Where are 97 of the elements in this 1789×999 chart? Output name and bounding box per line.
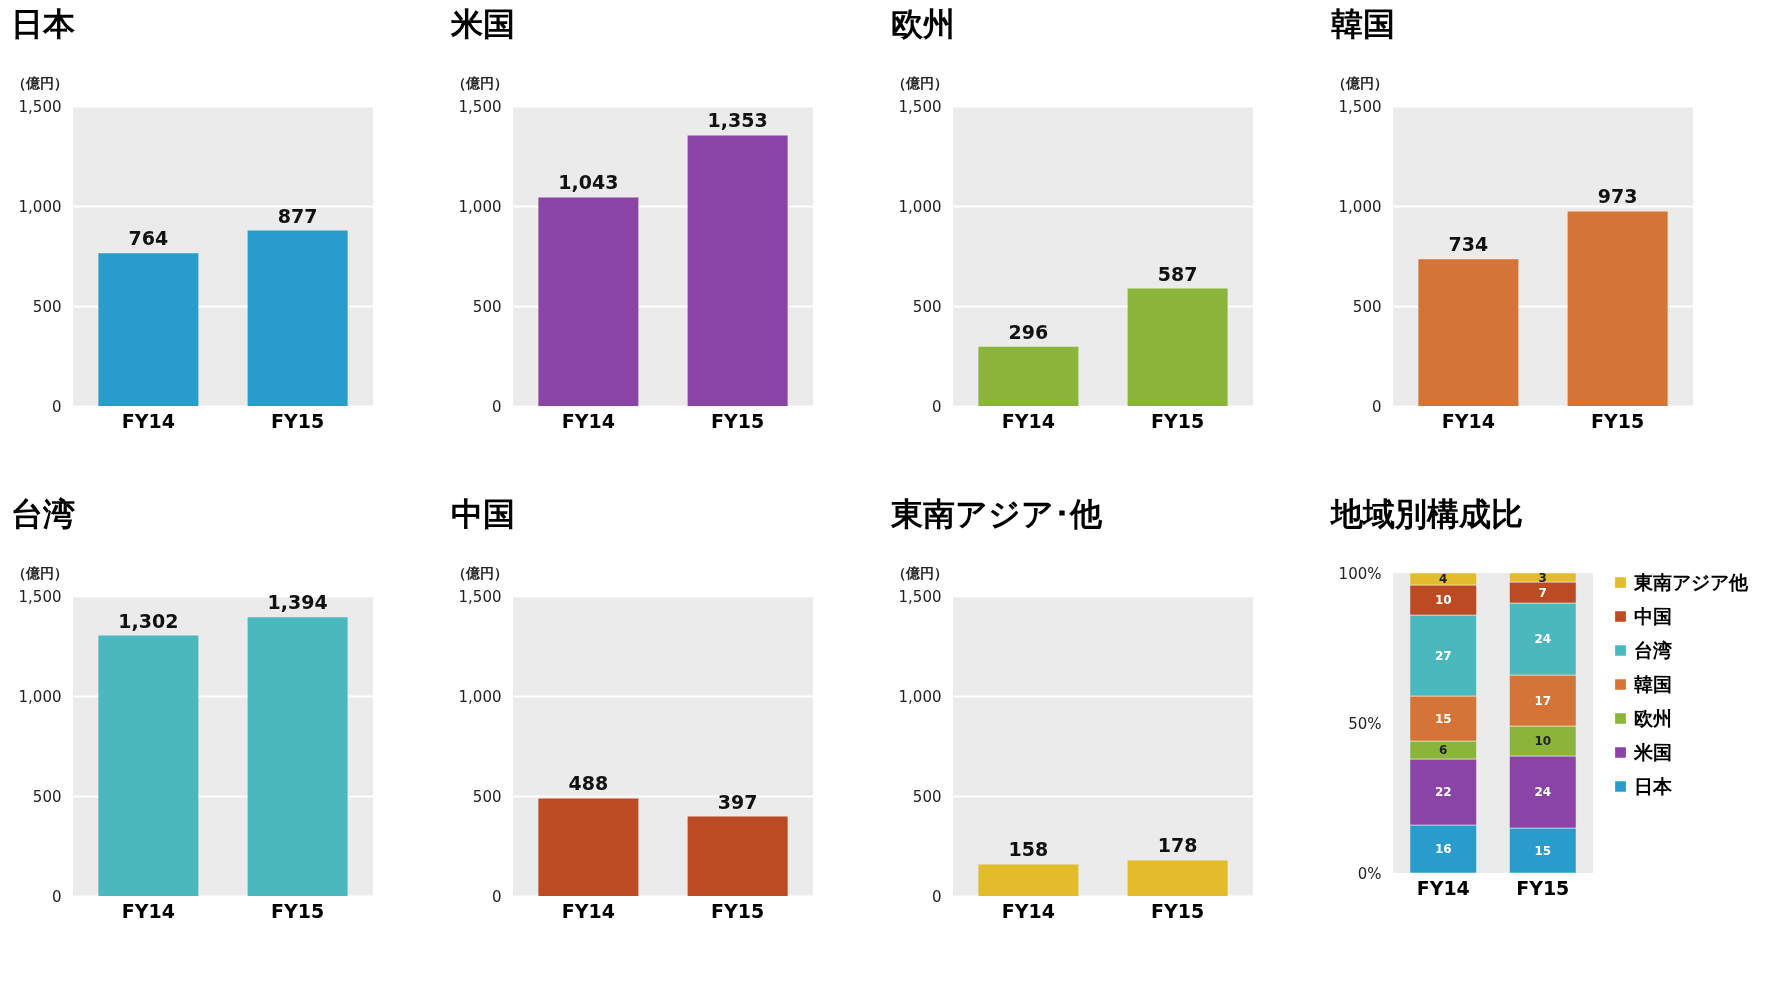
y-tick-label: 1,500 [898, 97, 942, 116]
chart-title: 東南アジア･他 [890, 495, 1103, 533]
data-label: 4 [1439, 572, 1448, 586]
data-label: 1,043 [558, 171, 619, 194]
legend-label: 日本 [1634, 774, 1673, 797]
y-axis-title: （億円） [1331, 74, 1388, 91]
x-tick-label: FY15 [711, 409, 765, 432]
data-label: 397 [717, 790, 758, 813]
y-tick-label: 500 [912, 297, 942, 316]
data-label: 24 [1534, 785, 1552, 799]
y-tick-label: 0 [931, 397, 942, 416]
y-tick-label: 500 [472, 787, 502, 806]
chart-title: 欧州 [891, 5, 955, 43]
y-axis-title: （億円） [11, 564, 68, 581]
legend-label: 東南アジア他 [1633, 570, 1749, 593]
chart-title: 台湾 [11, 495, 75, 533]
y-tick-label: 1,500 [18, 587, 62, 606]
x-tick-label: FY14 [561, 899, 615, 922]
legend-label: 欧州 [1634, 706, 1672, 729]
y-tick-label: 500 [912, 787, 942, 806]
y-tick-label: 1,500 [898, 587, 942, 606]
data-label: 7 [1538, 585, 1547, 600]
y-tick-label: 1,000 [458, 687, 502, 706]
y-tick-label: 1,000 [1338, 197, 1382, 216]
x-tick-label: FY14 [121, 409, 175, 432]
x-tick-label: FY14 [1441, 409, 1495, 432]
y-tick-label: 1,500 [458, 97, 502, 116]
data-label: 296 [1008, 320, 1049, 343]
data-label: 1,394 [267, 591, 328, 614]
data-label: 764 [128, 227, 169, 250]
data-label: 15 [1534, 843, 1552, 858]
data-label: 15 [1434, 711, 1452, 726]
x-tick-label: FY15 [1151, 899, 1205, 922]
data-label: 6 [1439, 743, 1448, 757]
data-label: 734 [1448, 233, 1489, 256]
chart-title: 地域別構成比 [1329, 495, 1523, 533]
x-tick-label: FY15 [1591, 409, 1645, 432]
y-tick-label: 50% [1348, 714, 1382, 733]
data-label: 10 [1534, 734, 1552, 748]
y-tick-label: 1,500 [458, 587, 502, 606]
x-tick-label: FY15 [711, 899, 765, 922]
y-tick-label: 100% [1338, 564, 1382, 583]
y-tick-label: 0 [1371, 397, 1382, 416]
y-tick-label: 1,500 [18, 97, 62, 116]
x-tick-label: FY14 [121, 899, 175, 922]
data-label: 488 [568, 772, 609, 795]
y-tick-label: 1,000 [18, 687, 62, 706]
data-label: 973 [1597, 185, 1638, 208]
x-tick-label: FY14 [1001, 409, 1055, 432]
data-label: 158 [1008, 838, 1049, 861]
y-tick-label: 500 [1352, 297, 1382, 316]
data-label: 877 [277, 204, 318, 227]
chart-title: 中国 [451, 495, 515, 533]
data-label: 1,353 [707, 109, 768, 132]
y-tick-label: 1,000 [898, 687, 942, 706]
data-label: 10 [1434, 593, 1452, 607]
data-label: 22 [1434, 785, 1452, 799]
y-tick-label: 0 [51, 887, 62, 906]
y-axis-title: （億円） [891, 74, 948, 91]
data-label: 24 [1534, 632, 1552, 646]
legend-label: 中国 [1634, 604, 1672, 627]
chart-title: 日本 [11, 5, 76, 43]
y-tick-label: 500 [32, 297, 62, 316]
data-label: 27 [1434, 648, 1452, 663]
y-axis-title: （億円） [451, 564, 508, 581]
y-tick-label: 0 [931, 887, 942, 906]
data-label: 16 [1434, 842, 1452, 856]
legend-label: 韓国 [1634, 672, 1672, 695]
x-tick-label: FY14 [561, 409, 615, 432]
data-label: 3 [1538, 570, 1547, 585]
data-label: 587 [1157, 262, 1198, 285]
y-tick-label: 1,000 [458, 197, 502, 216]
legend-label: 米国 [1633, 740, 1672, 763]
legend-label: 台湾 [1634, 638, 1672, 661]
y-axis-title: （億円） [451, 74, 508, 91]
x-tick-label: FY15 [271, 409, 325, 432]
y-tick-label: 500 [472, 297, 502, 316]
chart-title: 韓国 [1331, 5, 1395, 43]
y-tick-label: 0 [51, 397, 62, 416]
y-tick-label: 1,500 [1338, 97, 1382, 116]
y-axis-title: （億円） [11, 74, 68, 91]
y-tick-label: 1,000 [898, 197, 942, 216]
data-label: 178 [1157, 834, 1198, 857]
x-tick-label: FY14 [1416, 876, 1470, 899]
y-tick-label: 500 [32, 787, 62, 806]
data-label: 17 [1534, 693, 1552, 708]
y-tick-label: 0 [491, 887, 502, 906]
x-tick-label: FY14 [1001, 899, 1055, 922]
y-tick-label: 0% [1357, 864, 1382, 883]
y-tick-label: 1,000 [18, 197, 62, 216]
x-tick-label: FY15 [271, 899, 325, 922]
y-tick-label: 0 [491, 397, 502, 416]
x-tick-label: FY15 [1516, 876, 1570, 899]
x-tick-label: FY15 [1151, 409, 1205, 432]
chart-title: 米国 [450, 5, 515, 43]
data-label: 1,302 [118, 609, 179, 632]
y-axis-title: （億円） [891, 564, 948, 581]
